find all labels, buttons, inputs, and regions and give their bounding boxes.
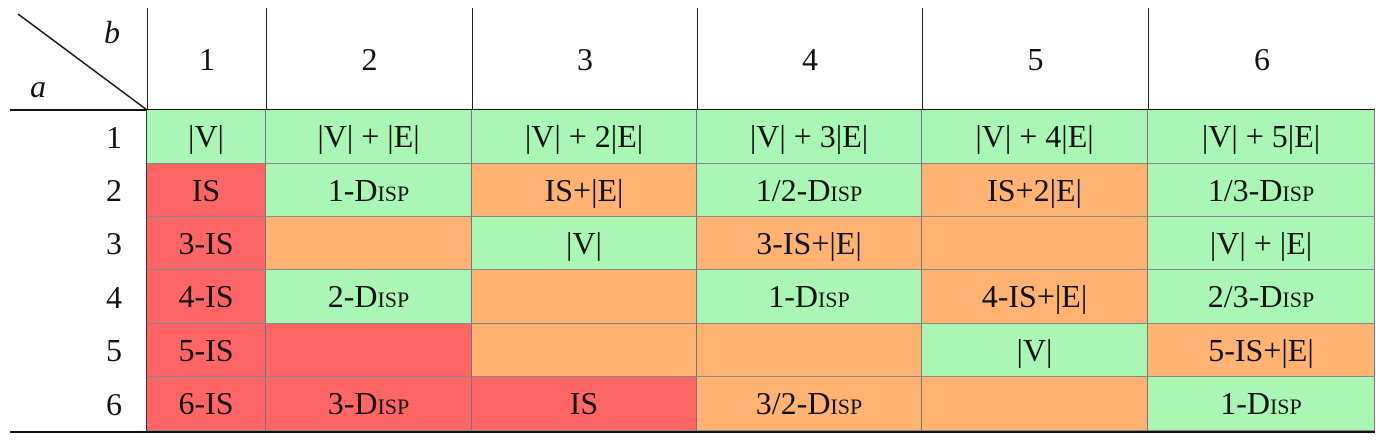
- table-cell: [266, 217, 472, 270]
- table-cell: |V| + |E|: [266, 110, 472, 164]
- table-cell: 1/2-Disp: [697, 164, 922, 217]
- table-cell: 5-IS: [147, 324, 266, 377]
- table-cell: [922, 217, 1148, 270]
- diagonal-line: [17, 13, 148, 111]
- column-header: 4: [697, 8, 922, 110]
- table-cell: 3-IS: [147, 217, 266, 270]
- table-cell: [472, 270, 697, 324]
- table-cell: 6-IS: [147, 377, 266, 431]
- row-axis-label: a: [30, 68, 46, 104]
- row-header: 1: [10, 110, 147, 164]
- table-cell: |V|: [147, 110, 266, 164]
- row-header: 4: [10, 270, 147, 324]
- table-cell: 3/2-Disp: [697, 377, 922, 431]
- table-cell: |V| + 4|E|: [922, 110, 1148, 164]
- table-cell: 5-IS+|E|: [1148, 324, 1375, 377]
- row-header: 5: [10, 324, 147, 377]
- table-cell: 1-Disp: [266, 164, 472, 217]
- table-cell: |V| + 2|E|: [472, 110, 697, 164]
- table-cell: IS: [147, 164, 266, 217]
- column-header: 5: [922, 8, 1148, 110]
- table-cell: IS+2|E|: [922, 164, 1148, 217]
- table-cell: |V| + |E|: [1148, 217, 1375, 270]
- row-header: 3: [10, 217, 147, 270]
- table-cell: 1/3-Disp: [1148, 164, 1375, 217]
- table-cell: [697, 324, 922, 377]
- table-cell: [922, 377, 1148, 431]
- table-cell: 3-Disp: [266, 377, 472, 431]
- table-cell: IS+|E|: [472, 164, 697, 217]
- table-cell: [472, 324, 697, 377]
- column-axis-label: b: [104, 14, 120, 50]
- table-cell: 4-IS: [147, 270, 266, 324]
- table-cell: 4-IS+|E|: [922, 270, 1148, 324]
- table-cell: 3-IS+|E|: [697, 217, 922, 270]
- table-cell: |V|: [472, 217, 697, 270]
- column-header: 3: [472, 8, 697, 110]
- table-cell: 2-Disp: [266, 270, 472, 324]
- column-header: 2: [266, 8, 472, 110]
- table-cell: |V| + 3|E|: [697, 110, 922, 164]
- table-cell: 2/3-Disp: [1148, 270, 1375, 324]
- table-cell: |V|: [922, 324, 1148, 377]
- column-header: 1: [147, 8, 266, 110]
- bottom-rule: [10, 431, 1375, 433]
- table-cell: |V| + 5|E|: [1148, 110, 1375, 164]
- table-cell: 1-Disp: [1148, 377, 1375, 431]
- table-cell: 1-Disp: [697, 270, 922, 324]
- row-header: 6: [10, 377, 147, 431]
- row-header: 2: [10, 164, 147, 217]
- table-cell: [266, 324, 472, 377]
- column-header: 6: [1148, 8, 1375, 110]
- table-cell: IS: [472, 377, 697, 431]
